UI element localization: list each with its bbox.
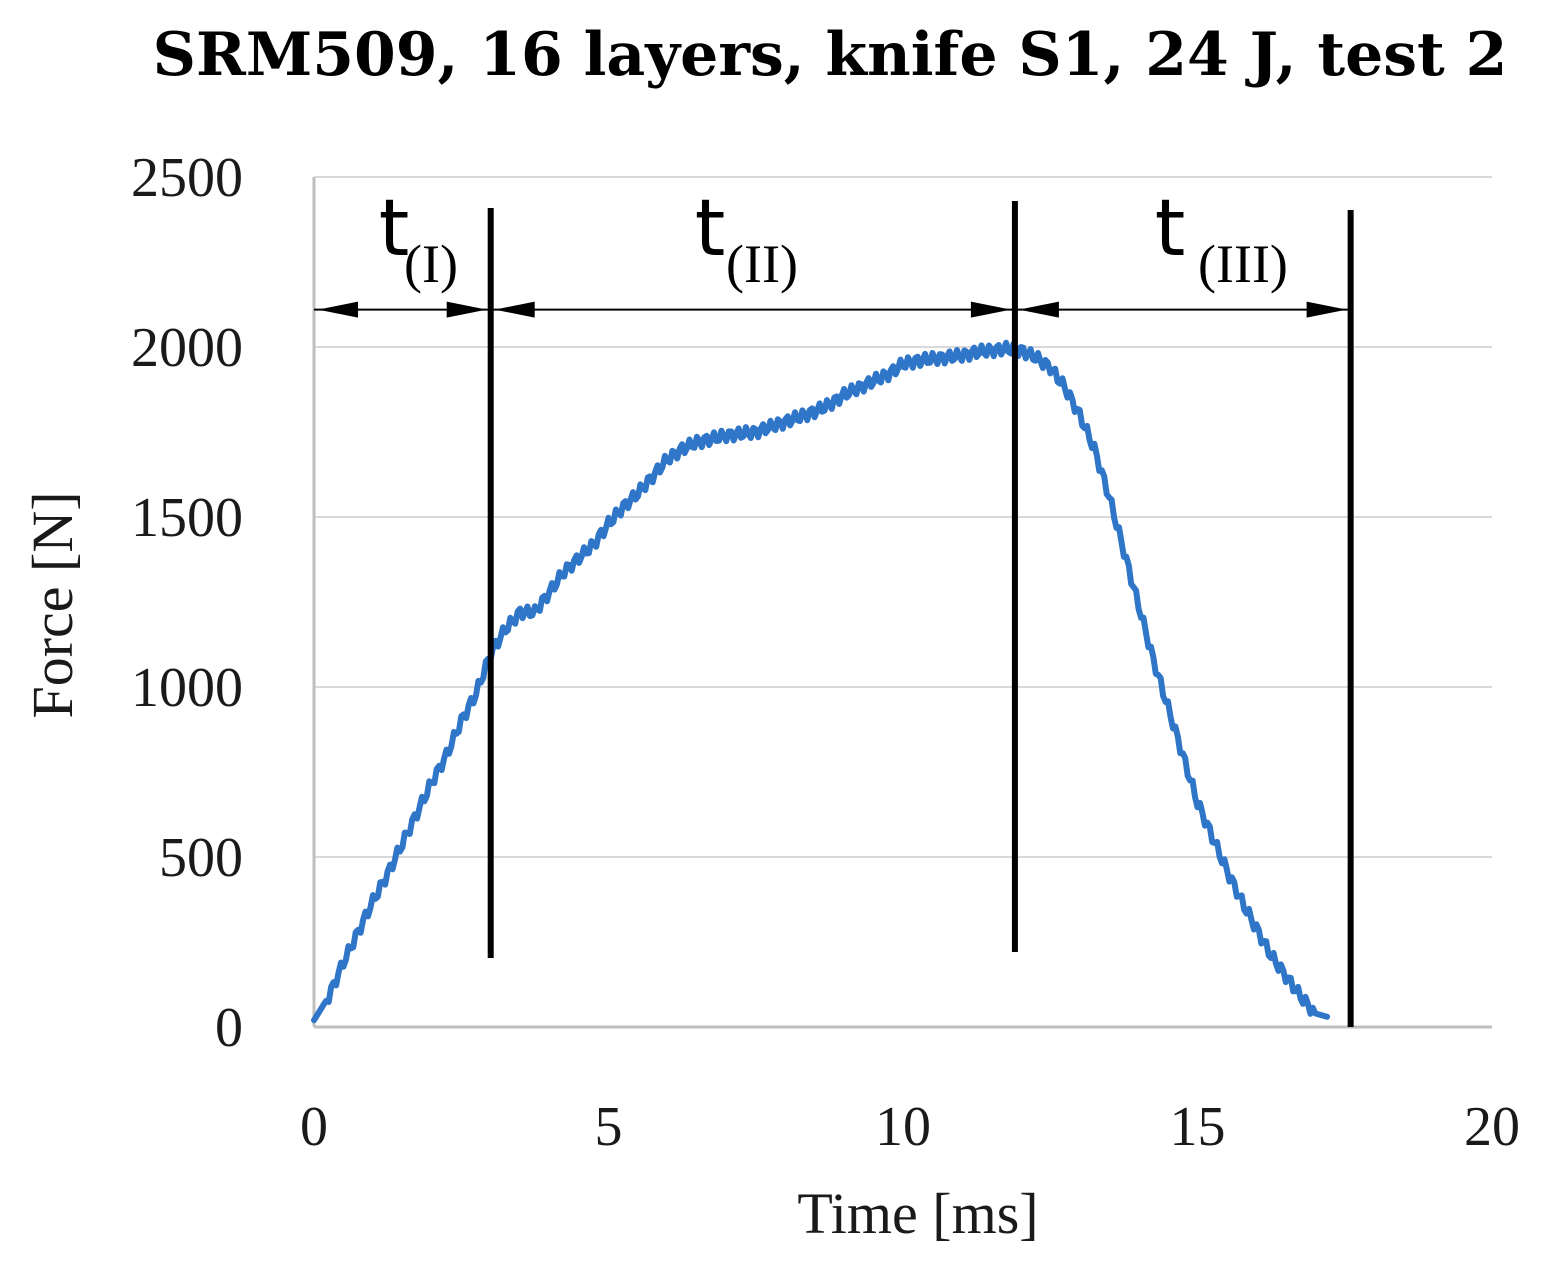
phase-label: t xyxy=(379,184,410,274)
phase-span-arrow xyxy=(1014,301,1351,318)
x-tick-label: 10 xyxy=(875,1096,931,1158)
y-tick-label: 2000 xyxy=(131,317,243,379)
phase-label-subscript: (I) xyxy=(404,234,458,294)
y-tick-label: 500 xyxy=(159,827,243,889)
x-axis-label: Time [ms] xyxy=(797,1181,1038,1246)
phase-arrows xyxy=(314,301,1351,318)
y-axis-ticks: 0 500 1000 1500 2000 2500 xyxy=(131,147,243,1059)
x-tick-label: 20 xyxy=(1464,1096,1520,1158)
arrow-head-left xyxy=(494,301,535,318)
x-tick-label: 0 xyxy=(300,1096,328,1158)
phase-label-subscript: (III) xyxy=(1198,234,1288,294)
phase-span-arrow xyxy=(314,301,491,318)
phase-span-arrow xyxy=(490,301,1015,318)
arrow-head-left xyxy=(1018,301,1059,318)
x-tick-label: 5 xyxy=(595,1096,623,1158)
arrow-head-left xyxy=(318,301,358,318)
y-tick-label: 0 xyxy=(215,997,243,1059)
phase-label: t xyxy=(1155,184,1186,274)
x-axis-ticks: 0 5 10 15 20 xyxy=(300,1096,1520,1158)
phase-markers xyxy=(487,201,1354,1027)
gridlines xyxy=(312,176,1492,1029)
arrow-head-right xyxy=(1306,301,1347,318)
y-tick-label: 1500 xyxy=(131,487,243,549)
y-tick-label: 1000 xyxy=(131,657,243,719)
arrow-head-right xyxy=(446,301,487,318)
phase-label: t xyxy=(695,184,726,274)
y-tick-label: 2500 xyxy=(131,147,243,209)
y-axis-label: Force [N] xyxy=(20,491,85,718)
chart-title: SRM509, 16 layers, knife S1, 24 J, test … xyxy=(153,20,1508,90)
phase-labels: t(I) t (II) t (III) xyxy=(379,184,1288,294)
arrow-head-right xyxy=(970,301,1011,318)
phase-label-subscript: (II) xyxy=(726,234,798,294)
force-series-line xyxy=(311,339,1331,1024)
x-tick-label: 15 xyxy=(1170,1096,1226,1158)
